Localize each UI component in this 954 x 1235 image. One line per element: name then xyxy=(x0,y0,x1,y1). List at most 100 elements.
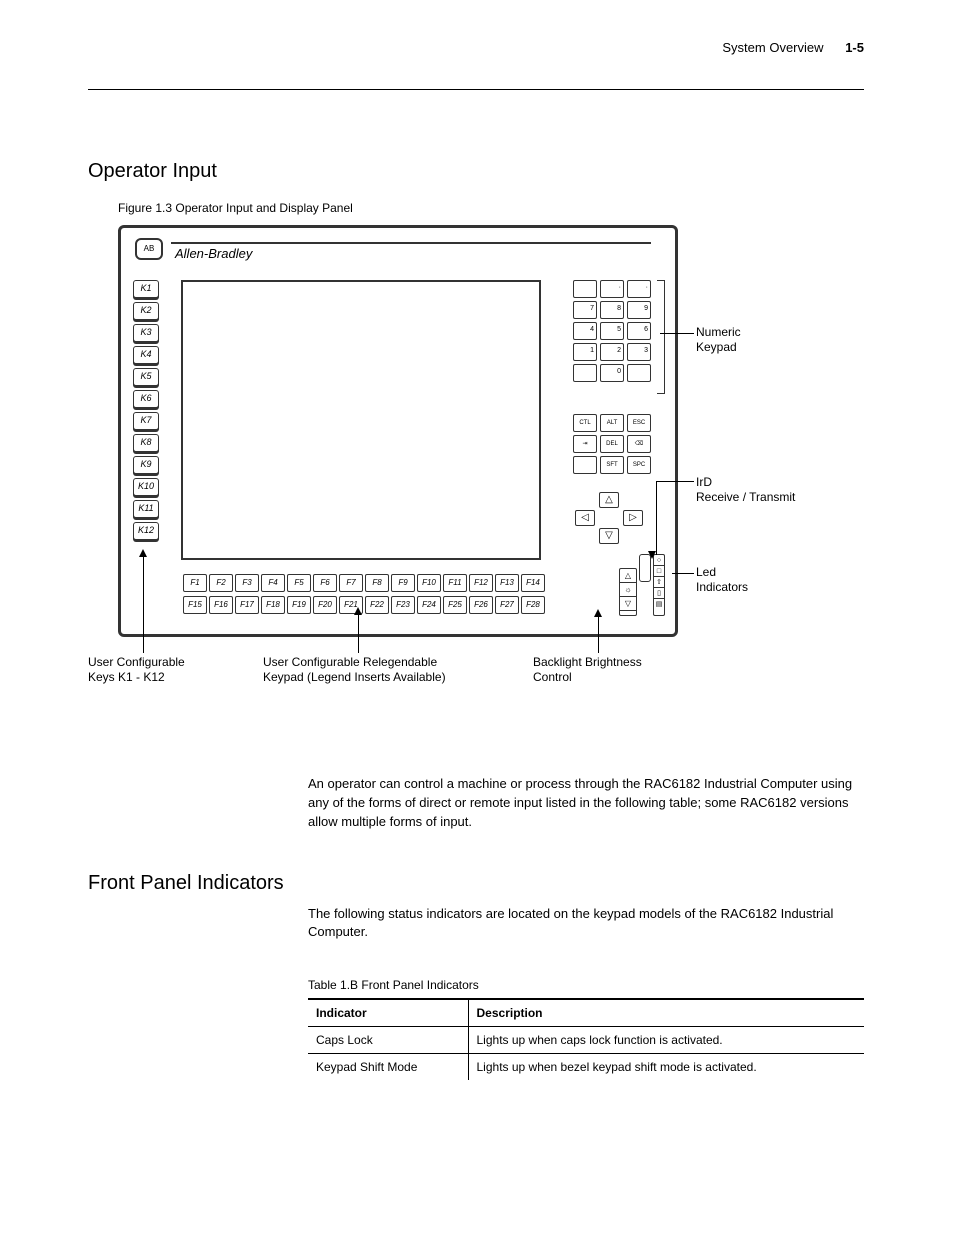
f-key[interactable]: F22 xyxy=(365,596,389,614)
arrow-keypad: △ ▽ ◁ ▷ xyxy=(573,492,645,548)
f-key[interactable]: F5 xyxy=(287,574,311,592)
led-icon: ▯ xyxy=(654,588,664,599)
arrow-icon xyxy=(594,609,602,617)
label-k-keys: User Configurable Keys K1 - K12 xyxy=(88,655,185,685)
num-key[interactable] xyxy=(573,280,597,298)
num-key[interactable]: · xyxy=(627,280,651,298)
f-key[interactable]: F23 xyxy=(391,596,415,614)
num-key[interactable]: 6 xyxy=(627,322,651,340)
f-key[interactable]: F11 xyxy=(443,574,467,592)
leader-line xyxy=(672,573,694,574)
num-key[interactable]: 4 xyxy=(573,322,597,340)
f-key[interactable]: F19 xyxy=(287,596,311,614)
page-header: System Overview 1-5 xyxy=(88,40,864,90)
f-key[interactable]: F9 xyxy=(391,574,415,592)
num-key[interactable]: 2 xyxy=(600,343,624,361)
table-header: Description xyxy=(468,999,864,1027)
k-key[interactable]: K2 xyxy=(133,302,159,320)
ctrl-key[interactable]: ⇥ xyxy=(573,435,597,453)
control-keypad: CTL ALT ESC ⇥ DEL ⌫ SFT SPC xyxy=(573,414,655,474)
f-key[interactable]: F2 xyxy=(209,574,233,592)
brightness-down-icon[interactable]: ▽ xyxy=(620,597,636,611)
brightness-up-icon[interactable]: △ xyxy=(620,569,636,583)
arrow-icon xyxy=(139,549,147,557)
numpad-bracket-icon xyxy=(657,280,665,394)
num-key[interactable]: 1 xyxy=(573,343,597,361)
arrow-left-key[interactable]: ◁ xyxy=(575,510,595,526)
led-indicator-strip: ○ □ ⇧ ▯ ▤ xyxy=(653,554,665,616)
num-key[interactable]: · xyxy=(600,280,624,298)
k-key[interactable]: K4 xyxy=(133,346,159,364)
label-ird: IrD Receive / Transmit xyxy=(696,475,795,505)
k-key[interactable]: K10 xyxy=(133,478,159,496)
ctrl-key[interactable]: CTL xyxy=(573,414,597,432)
ctrl-key[interactable]: SPC xyxy=(627,456,651,474)
num-key[interactable] xyxy=(573,364,597,382)
table-cell: Caps Lock xyxy=(308,1027,468,1054)
f-key[interactable]: F14 xyxy=(521,574,545,592)
f-key[interactable]: F4 xyxy=(261,574,285,592)
f-key[interactable]: F7 xyxy=(339,574,363,592)
f-key[interactable]: F8 xyxy=(365,574,389,592)
arrow-icon xyxy=(648,551,656,559)
f-key[interactable]: F24 xyxy=(417,596,441,614)
ctrl-key[interactable]: DEL xyxy=(600,435,624,453)
f-key[interactable]: F16 xyxy=(209,596,233,614)
section-title: Operator Input xyxy=(88,160,864,183)
f-key[interactable]: F18 xyxy=(261,596,285,614)
k-key[interactable]: K3 xyxy=(133,324,159,342)
table-row: Caps Lock Lights up when caps lock funct… xyxy=(308,1027,864,1054)
num-key[interactable]: 7 xyxy=(573,301,597,319)
table-header: Indicator xyxy=(308,999,468,1027)
num-key[interactable]: 8 xyxy=(600,301,624,319)
f-key[interactable]: F1 xyxy=(183,574,207,592)
leader-line xyxy=(358,615,359,653)
ctrl-key[interactable]: ALT xyxy=(600,414,624,432)
panel-bezel: AB Allen-Bradley K1 K2 K3 K4 K5 K6 K7 K8… xyxy=(118,225,678,637)
f-key[interactable]: F17 xyxy=(235,596,259,614)
led-icon: ⇧ xyxy=(654,577,664,588)
table-cell: Keypad Shift Mode xyxy=(308,1054,468,1081)
k-key[interactable]: K1 xyxy=(133,280,159,298)
f-key[interactable]: F15 xyxy=(183,596,207,614)
backlight-control[interactable]: △ ☼ ▽ xyxy=(619,568,637,616)
f-key[interactable]: F28 xyxy=(521,596,545,614)
table-header-row: Indicator Description xyxy=(308,999,864,1027)
label-numeric-keypad: Numeric Keypad xyxy=(696,325,741,355)
f-key[interactable]: F26 xyxy=(469,596,493,614)
label-f-keys: User Configurable Relegendable Keypad (L… xyxy=(263,655,446,685)
ctrl-key[interactable] xyxy=(573,456,597,474)
f-key-row-2: F15 F16 F17 F18 F19 F20 F21 F22 F23 F24 … xyxy=(183,596,545,614)
f-key[interactable]: F3 xyxy=(235,574,259,592)
k-key[interactable]: K6 xyxy=(133,390,159,408)
f-key[interactable]: F6 xyxy=(313,574,337,592)
ctrl-key[interactable]: ESC xyxy=(627,414,651,432)
arrow-down-key[interactable]: ▽ xyxy=(599,528,619,544)
f-key[interactable]: F13 xyxy=(495,574,519,592)
figure-title: Figure 1.3 Operator Input and Display Pa… xyxy=(118,201,864,215)
k-key[interactable]: K5 xyxy=(133,368,159,386)
arrow-up-key[interactable]: △ xyxy=(599,492,619,508)
f-key[interactable]: F25 xyxy=(443,596,467,614)
k-key-column: K1 K2 K3 K4 K5 K6 K7 K8 K9 K10 K11 K12 xyxy=(133,280,159,544)
num-key[interactable]: 5 xyxy=(600,322,624,340)
num-key[interactable] xyxy=(627,364,651,382)
k-key[interactable]: K12 xyxy=(133,522,159,540)
ctrl-key[interactable]: ⌫ xyxy=(627,435,651,453)
ctrl-key[interactable]: SFT xyxy=(600,456,624,474)
k-key[interactable]: K9 xyxy=(133,456,159,474)
f-key[interactable]: F27 xyxy=(495,596,519,614)
num-key[interactable]: 9 xyxy=(627,301,651,319)
k-key[interactable]: K7 xyxy=(133,412,159,430)
leader-line xyxy=(656,481,657,555)
num-key[interactable]: 3 xyxy=(627,343,651,361)
f-key[interactable]: F12 xyxy=(469,574,493,592)
label-backlight: Backlight Brightness Control xyxy=(533,655,642,685)
k-key[interactable]: K11 xyxy=(133,500,159,518)
f-key[interactable]: F10 xyxy=(417,574,441,592)
num-key[interactable]: 0 xyxy=(600,364,624,382)
f-key[interactable]: F20 xyxy=(313,596,337,614)
k-key[interactable]: K8 xyxy=(133,434,159,452)
arrow-right-key[interactable]: ▷ xyxy=(623,510,643,526)
header-page: 1-5 xyxy=(845,40,864,55)
